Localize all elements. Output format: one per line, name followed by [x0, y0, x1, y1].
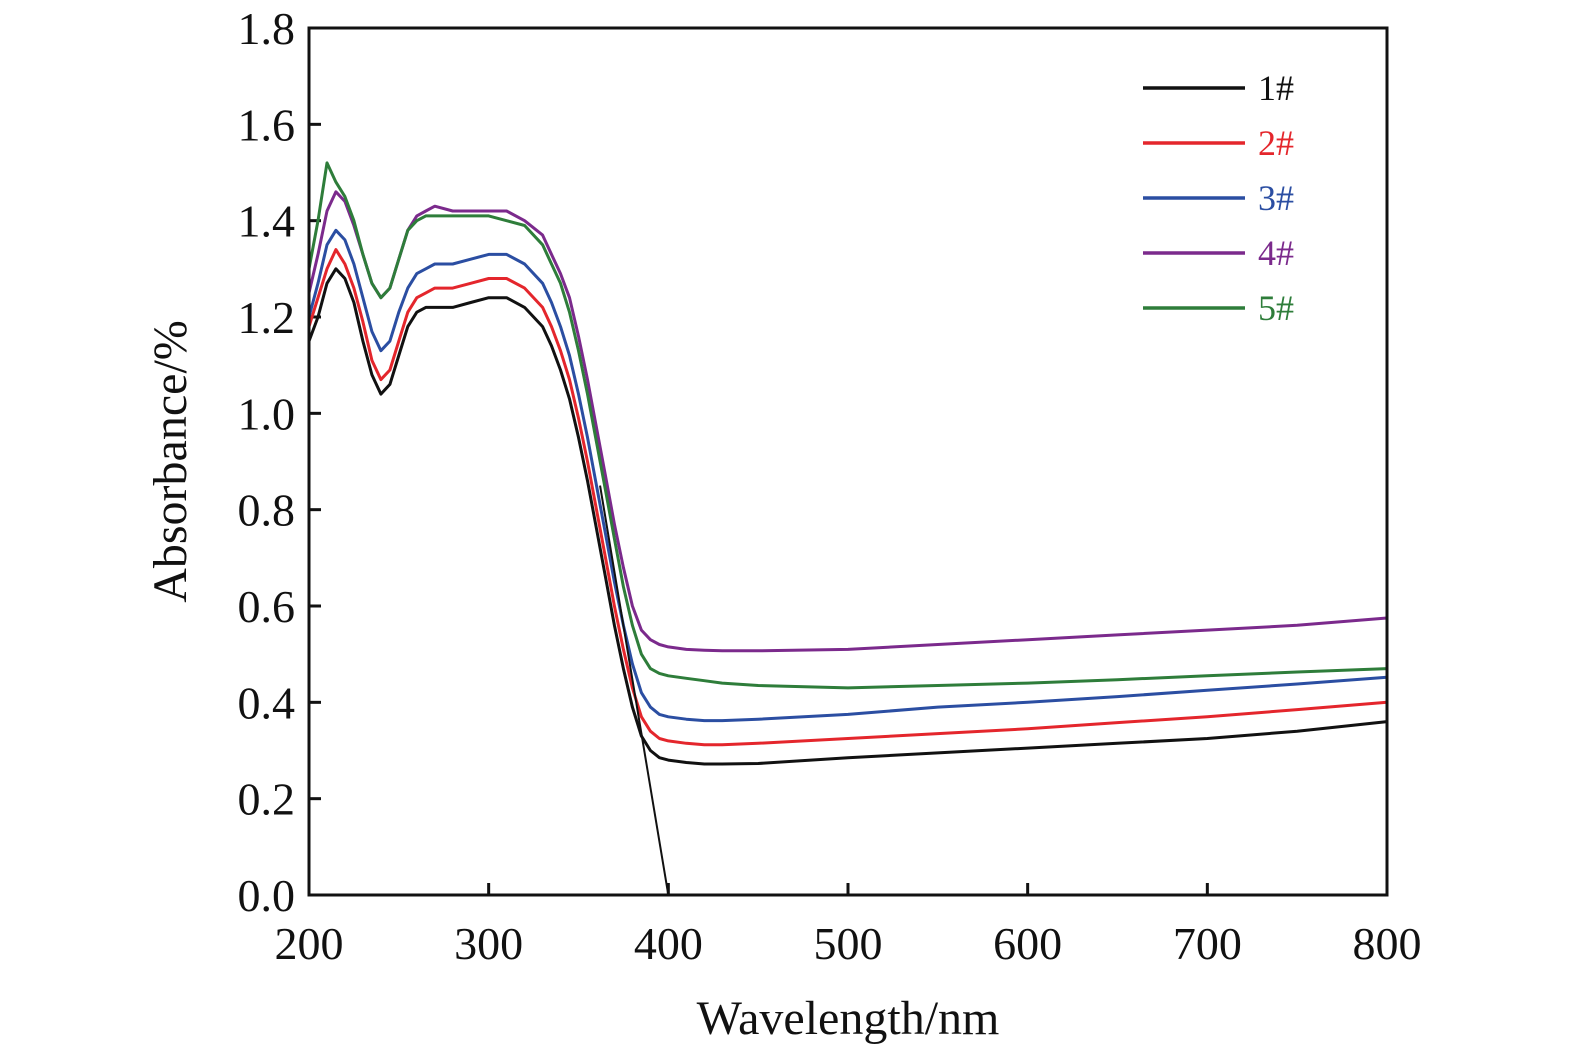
legend-label-2: 2#	[1258, 123, 1294, 163]
series-line-3	[307, 228, 1388, 723]
y-tick-label: 1.2	[238, 292, 296, 343]
legend-label-5: 5#	[1258, 288, 1294, 328]
plot-frame	[307, 26, 1389, 897]
legend-label-4: 4#	[1258, 233, 1294, 273]
x-tick-label: 600	[993, 918, 1062, 969]
series-line-5	[307, 161, 1388, 690]
annotation-layer	[599, 485, 670, 896]
y-tick-label: 1.8	[238, 3, 296, 54]
x-tick-label: 800	[1353, 918, 1422, 969]
x-tick-label: 300	[454, 918, 523, 969]
y-axis-title: Absorbance/%	[144, 320, 197, 603]
y-axis-ticks: 0.0 0.2 0.4 0.6 0.8 1.0 1.2 1.4 1.6 1.8	[238, 3, 321, 921]
legend-label-3: 3#	[1258, 178, 1294, 218]
x-tick-label: 200	[275, 918, 344, 969]
x-tick-label: 400	[634, 918, 703, 969]
x-tick-label: 700	[1173, 918, 1242, 969]
x-tick-label: 500	[814, 918, 883, 969]
series-line-2	[307, 248, 1388, 747]
series-line-1	[307, 267, 1388, 766]
tangent-line	[599, 485, 670, 896]
y-tick-label: 0.2	[238, 774, 296, 825]
x-axis-title: Wavelength/nm	[697, 992, 1000, 1045]
y-tick-label: 0.6	[238, 581, 296, 632]
y-tick-label: 1.0	[238, 388, 296, 439]
y-tick-label: 0.4	[238, 677, 296, 728]
y-tick-label: 1.4	[238, 196, 296, 247]
legend-label-1: 1#	[1258, 68, 1294, 108]
series-layer	[307, 161, 1388, 766]
y-tick-label: 1.6	[238, 99, 296, 150]
x-axis-ticks: 200 300 400 500 600 700 800	[275, 883, 1422, 969]
legend: 1# 2# 3# 4# 5#	[1143, 68, 1294, 328]
y-tick-label: 0.0	[238, 870, 296, 921]
y-tick-label: 0.8	[238, 485, 296, 536]
